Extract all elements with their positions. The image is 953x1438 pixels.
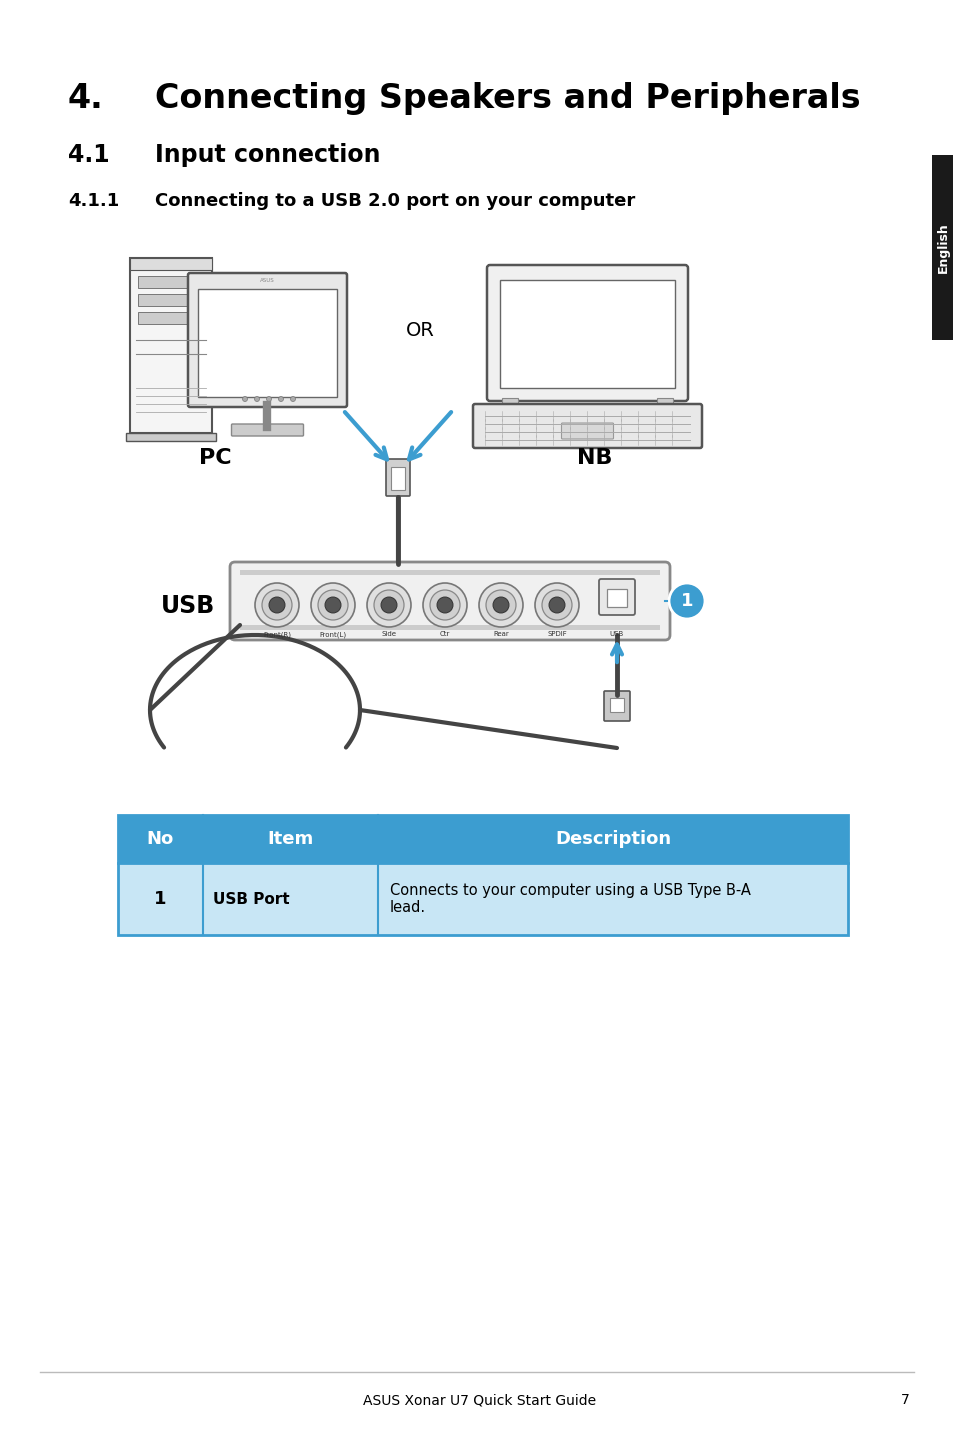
Text: English: English [936,221,948,273]
Bar [118,815,847,863]
Circle shape [242,397,247,401]
Circle shape [278,397,283,401]
Text: Input connection: Input connection [154,142,380,167]
Text: 1: 1 [680,592,693,610]
Text: ASUS Xonar U7 Quick Start Guide: ASUS Xonar U7 Quick Start Guide [363,1393,596,1406]
Text: 4.1.1: 4.1.1 [68,193,119,210]
Bar [606,590,626,607]
Circle shape [325,597,340,613]
Text: 4.: 4. [68,82,104,115]
Text: Connecting Speakers and Peripherals: Connecting Speakers and Peripherals [154,82,860,115]
Circle shape [291,397,295,401]
Bar [501,398,517,406]
Circle shape [254,397,259,401]
Text: PC: PC [198,449,231,467]
Circle shape [548,597,564,613]
Text: Item: Item [267,830,314,848]
FancyBboxPatch shape [232,424,303,436]
Circle shape [668,582,704,618]
Bar [198,289,336,397]
Bar [391,467,405,490]
Circle shape [436,597,453,613]
Circle shape [493,597,509,613]
FancyBboxPatch shape [473,404,701,449]
Bar [657,398,672,406]
Text: 1: 1 [154,890,167,907]
Circle shape [535,582,578,627]
Text: USB: USB [609,631,623,637]
Bar [138,293,198,306]
FancyBboxPatch shape [561,423,613,439]
Text: Connecting to a USB 2.0 port on your computer: Connecting to a USB 2.0 port on your com… [154,193,635,210]
Text: Ctr: Ctr [439,631,450,637]
Text: No: No [147,830,174,848]
Text: OR: OR [405,321,434,339]
Bar [609,697,623,712]
Text: 7: 7 [901,1393,909,1406]
Circle shape [478,582,522,627]
Bar [118,863,847,935]
Circle shape [311,582,355,627]
Circle shape [266,397,272,401]
Bar [240,626,659,630]
Bar [138,276,198,288]
Circle shape [193,362,202,370]
FancyBboxPatch shape [188,273,347,407]
Text: Rear: Rear [493,631,508,637]
Circle shape [374,590,403,620]
Text: Front(L): Front(L) [319,631,346,637]
Circle shape [254,582,298,627]
FancyBboxPatch shape [230,562,669,640]
Circle shape [317,590,348,620]
Circle shape [541,590,572,620]
Bar [138,312,198,324]
Text: Side: Side [381,631,396,637]
FancyBboxPatch shape [130,257,212,433]
Text: USB Port: USB Port [213,892,290,906]
Circle shape [262,590,292,620]
FancyBboxPatch shape [386,459,410,496]
Text: Front(R): Front(R) [263,631,291,637]
Bar [126,433,215,441]
Circle shape [380,597,396,613]
Text: SPDIF: SPDIF [547,631,566,637]
Bar [499,280,675,388]
FancyBboxPatch shape [598,580,635,615]
Circle shape [485,590,516,620]
Circle shape [422,582,467,627]
Circle shape [367,582,411,627]
Text: 4.1: 4.1 [68,142,110,167]
FancyBboxPatch shape [603,692,629,720]
Text: ASUS: ASUS [260,279,274,283]
Text: USB: USB [161,594,214,618]
Bar [931,155,953,339]
Circle shape [269,597,285,613]
Bar [240,569,659,575]
Text: NB: NB [577,449,612,467]
FancyBboxPatch shape [486,265,687,401]
Bar [130,257,212,270]
Text: Description: Description [555,830,670,848]
Circle shape [430,590,459,620]
Text: Connects to your computer using a USB Type B-A
lead.: Connects to your computer using a USB Ty… [390,883,750,915]
